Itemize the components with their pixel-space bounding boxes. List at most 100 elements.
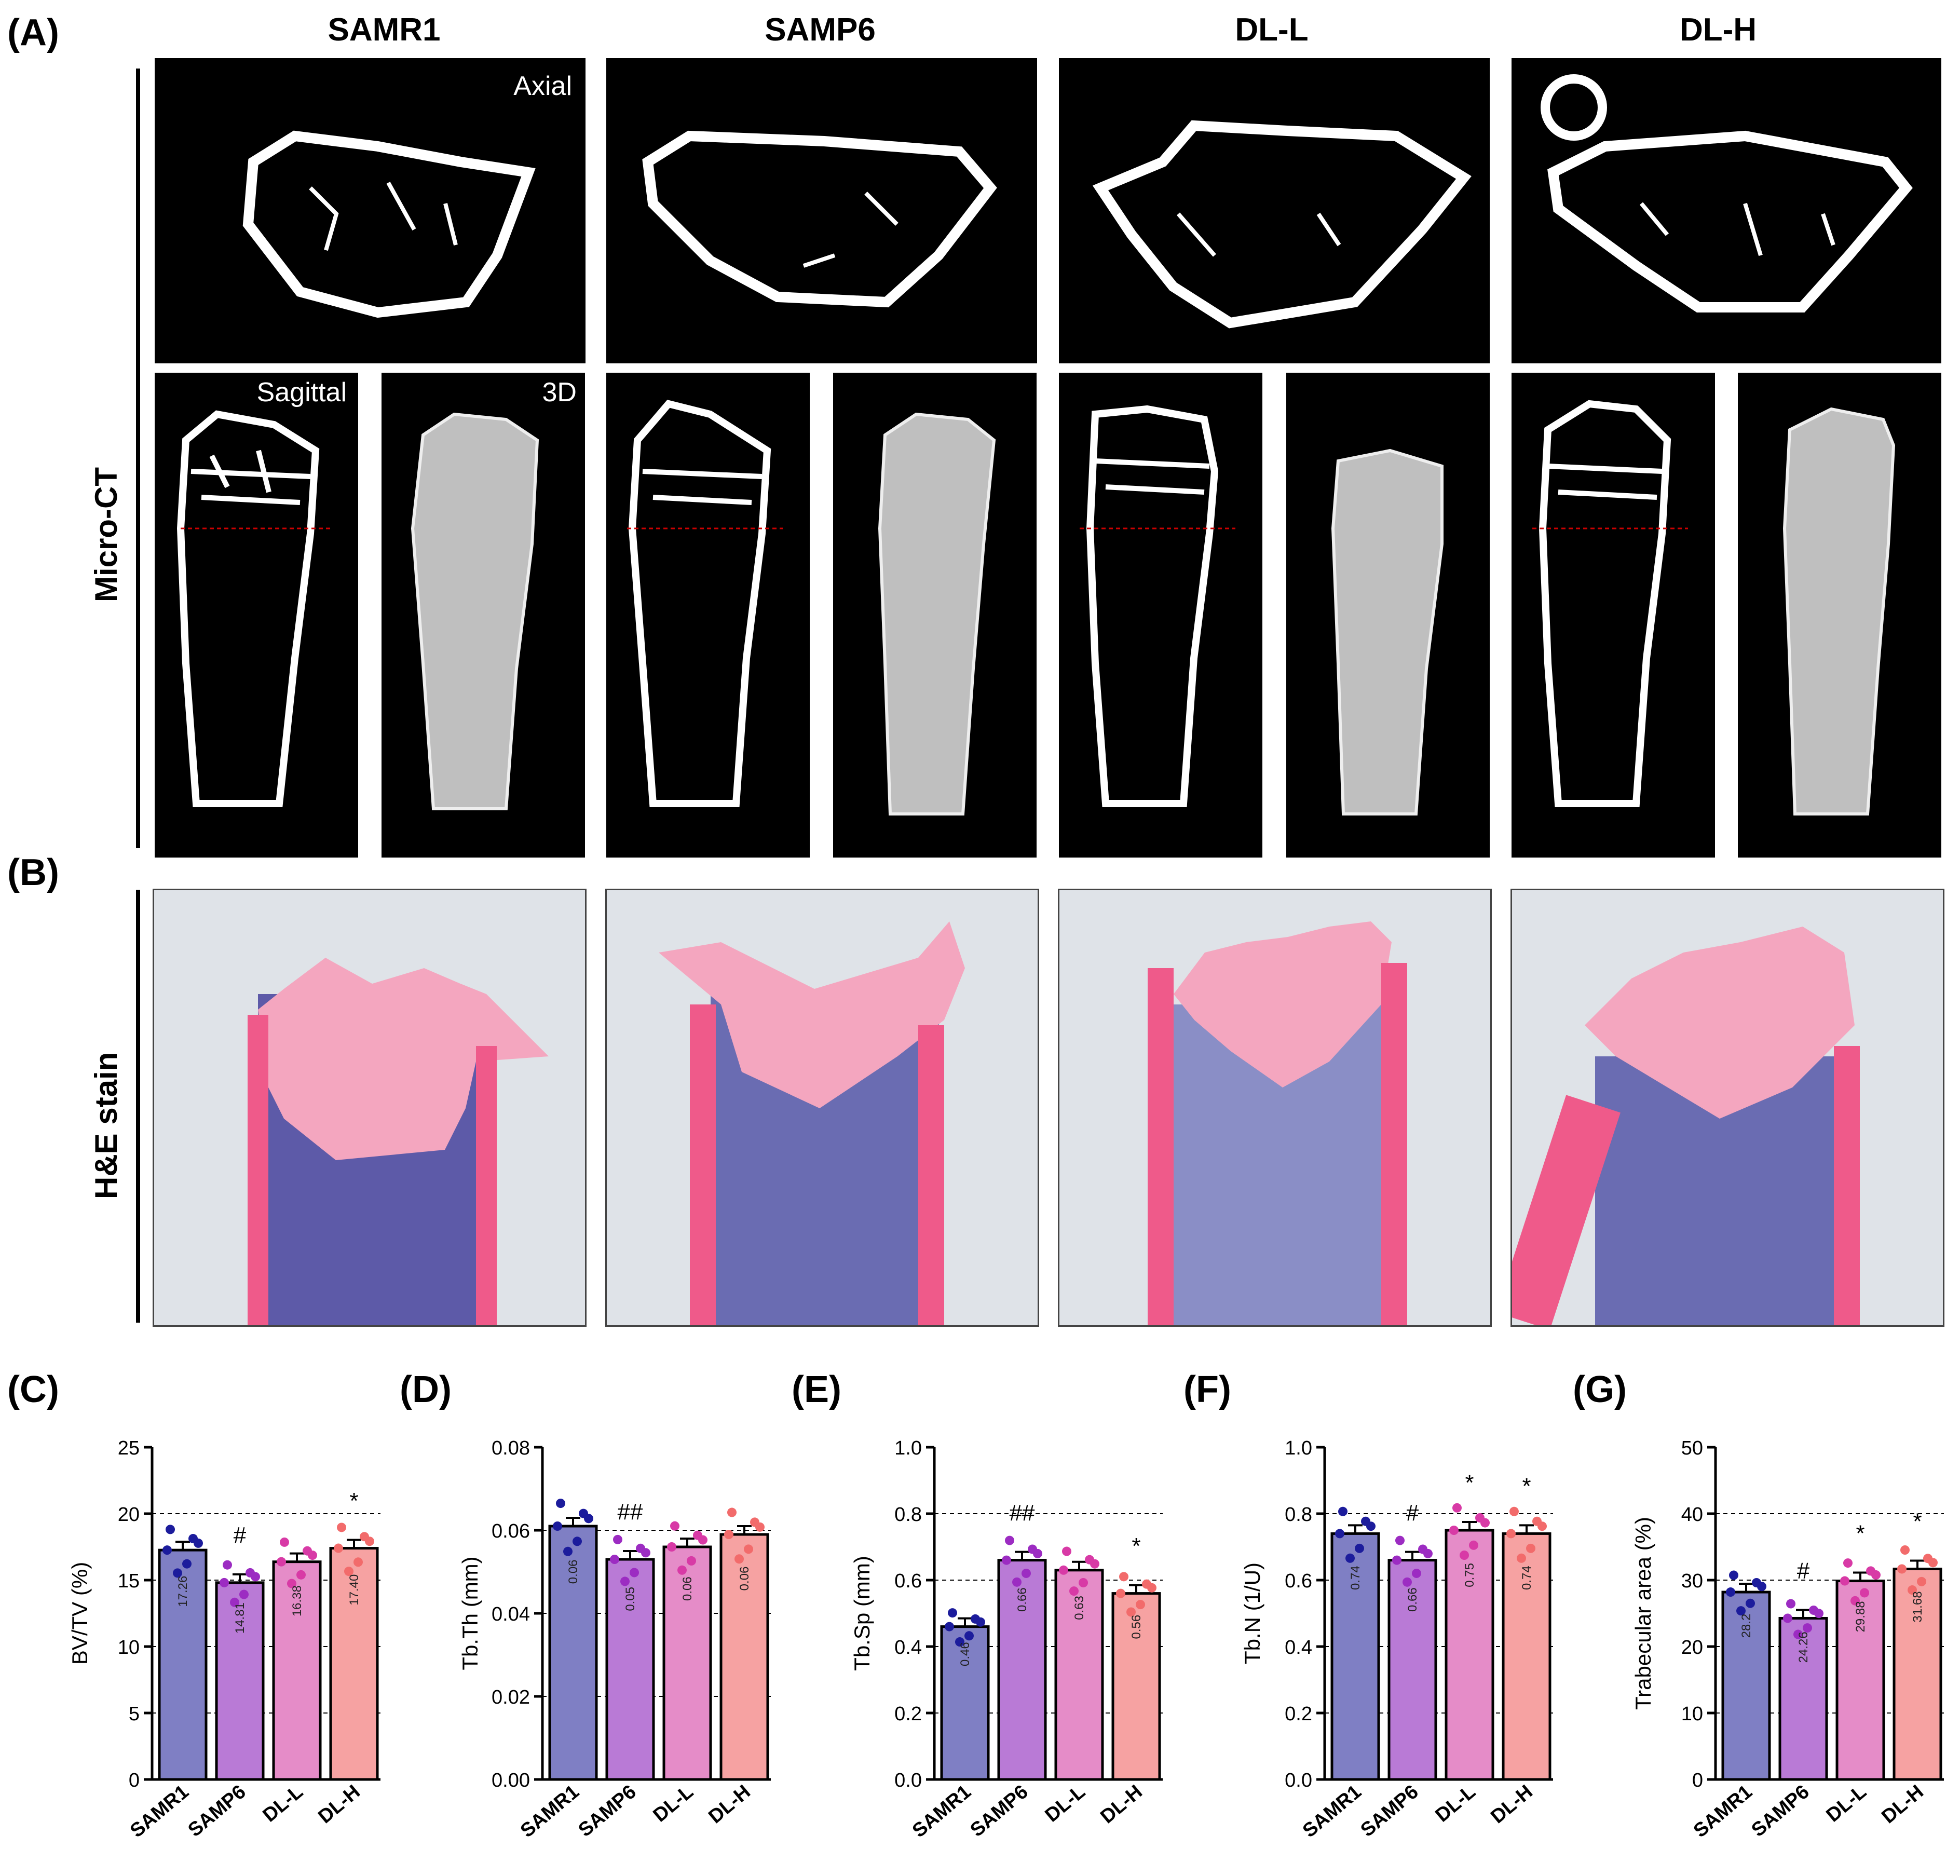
point-f-dl-l-5: [1449, 1526, 1459, 1535]
xtick-d-dl-h: DL-H: [704, 1781, 755, 1828]
point-g-dl-l-3: [1850, 1596, 1860, 1606]
bar-g-dl-l: [1835, 1580, 1885, 1781]
ytick-label-e-1: 0.2: [894, 1703, 922, 1725]
ytick-label-c-1: 5: [129, 1703, 140, 1725]
point-f-samp6-5: [1392, 1555, 1401, 1565]
bar-label-g-samp6: 24.26: [1796, 1632, 1811, 1663]
3d-image-samp6: [833, 373, 1037, 858]
3d-label: 3D: [542, 377, 577, 407]
ytick-label-d-1: 0.02: [492, 1687, 530, 1708]
point-e-dl-l-1: [1079, 1578, 1088, 1587]
point-f-dl-l-3: [1460, 1551, 1469, 1560]
ytick-label-f-1: 0.2: [1285, 1703, 1312, 1725]
bar-label-e-dl-l: 0.63: [1072, 1596, 1086, 1620]
he-row-label: H&E stain: [89, 1052, 124, 1199]
bar-label-d-dl-l: 0.06: [680, 1576, 695, 1601]
xtick-c-dl-l: DL-L: [259, 1781, 307, 1827]
point-f-samp6-3: [1403, 1577, 1412, 1587]
point-c-samr1-0: [166, 1525, 175, 1534]
point-g-samr1-4: [1752, 1578, 1761, 1587]
point-d-samr1-4: [579, 1508, 588, 1518]
y-axis-title-c: BV/TV (%): [67, 1562, 92, 1665]
point-d-samr1-5: [553, 1521, 562, 1531]
ytick-label-c-4: 20: [118, 1504, 140, 1526]
sig-mark-g-dl-l: *: [1856, 1521, 1864, 1546]
axial-label: Axial: [513, 71, 572, 101]
panel-label-d: (D): [400, 1369, 452, 1410]
bar-g-dl-h: [1893, 1567, 1942, 1781]
ytick-label-g-1: 10: [1681, 1703, 1703, 1725]
y-axis-title-d: Tb.Th (mm): [458, 1556, 482, 1670]
point-d-samr1-0: [556, 1499, 565, 1508]
ytick-label-e-5: 1.0: [894, 1437, 922, 1459]
sig-mark-g-samp6: #: [1797, 1558, 1810, 1584]
point-f-dl-h-5: [1506, 1529, 1516, 1539]
bar-label-c-samp6: 14.81: [233, 1602, 247, 1634]
point-c-dl-h-5: [334, 1543, 343, 1553]
point-g-samr1-5: [1726, 1587, 1735, 1597]
sig-mark-d-samp6: ##: [618, 1499, 643, 1525]
xtick-f-samp6: SAMP6: [1356, 1781, 1422, 1841]
point-f-samp6-4: [1418, 1544, 1427, 1554]
axial-image-samr1: Axial: [155, 58, 586, 363]
point-f-samr1-3: [1345, 1553, 1355, 1563]
bar-c-dl-l: [272, 1560, 322, 1781]
point-e-samr1-5: [945, 1622, 954, 1632]
sig-mark-f-dl-h: *: [1522, 1474, 1531, 1499]
point-g-samp6-5: [1783, 1613, 1792, 1623]
microct-bracket: [136, 69, 140, 848]
ytick-label-d-2: 0.04: [492, 1603, 530, 1625]
bar-f-dl-h: [1502, 1532, 1551, 1781]
point-e-samp6-0: [1005, 1535, 1014, 1545]
y-axis-title-g: Trabecular area (%): [1631, 1517, 1655, 1710]
bar-d-samp6: [605, 1558, 655, 1781]
xtick-g-dl-h: DL-H: [1877, 1781, 1928, 1828]
bar-label-d-samr1: 0.06: [566, 1559, 580, 1584]
3d-image-dl-h: [1738, 373, 1941, 858]
point-d-dl-l-1: [687, 1556, 696, 1566]
point-c-samp6-1: [239, 1589, 249, 1599]
ytick-label-c-2: 10: [118, 1637, 140, 1659]
3d-image-samr1: 3D: [382, 373, 585, 858]
point-d-samp6-4: [636, 1543, 645, 1553]
bar-label-c-dl-h: 17.40: [347, 1574, 361, 1606]
point-e-samr1-3: [955, 1637, 964, 1647]
bar-label-d-samp6: 0.05: [623, 1587, 637, 1611]
point-g-dl-h-3: [1908, 1585, 1917, 1595]
point-g-dl-h-5: [1897, 1564, 1907, 1574]
point-d-dl-l-3: [677, 1565, 687, 1575]
axial-image-dl-l: [1059, 58, 1490, 363]
sig-mark-g-dl-h: *: [1913, 1509, 1922, 1534]
bar-f-samr1: [1330, 1532, 1380, 1781]
point-e-dl-h-5: [1116, 1588, 1125, 1598]
sagittal-image-dl-h: [1512, 373, 1715, 858]
panel-label-g: (G): [1573, 1369, 1627, 1410]
sagittal-image-samr1: Sagittal: [155, 373, 358, 858]
sagittal-image-dl-l: [1059, 373, 1262, 858]
bar-label-e-samr1: 0.46: [958, 1642, 972, 1666]
point-d-samp6-1: [630, 1568, 639, 1578]
point-c-samp6-4: [246, 1568, 255, 1578]
point-g-dl-h-0: [1900, 1545, 1910, 1555]
sig-mark-c-samp6: #: [234, 1522, 247, 1548]
he-bracket: [136, 890, 140, 1323]
bar-c-samp6: [215, 1581, 265, 1781]
point-e-dl-l-0: [1062, 1546, 1071, 1556]
point-g-samp6-0: [1786, 1599, 1795, 1609]
xtick-f-dl-l: DL-L: [1432, 1781, 1480, 1827]
sig-mark-f-dl-l: *: [1465, 1470, 1474, 1496]
point-d-dl-l-0: [670, 1521, 679, 1531]
bar-e-dl-l: [1054, 1569, 1104, 1781]
sig-mark-f-samp6: #: [1406, 1500, 1419, 1526]
point-f-samp6-0: [1395, 1535, 1405, 1545]
point-g-dl-l-1: [1860, 1588, 1869, 1598]
point-c-dl-l-5: [277, 1557, 286, 1567]
point-f-dl-l-0: [1452, 1503, 1462, 1513]
point-c-samr1-3: [173, 1568, 182, 1578]
point-g-dl-l-4: [1866, 1566, 1875, 1576]
bar-c-samr1: [158, 1548, 208, 1781]
point-c-dl-h-4: [360, 1532, 369, 1542]
point-e-dl-h-1: [1136, 1600, 1145, 1610]
point-f-dl-h-1: [1526, 1543, 1535, 1553]
bar-g-samr1: [1721, 1590, 1771, 1781]
